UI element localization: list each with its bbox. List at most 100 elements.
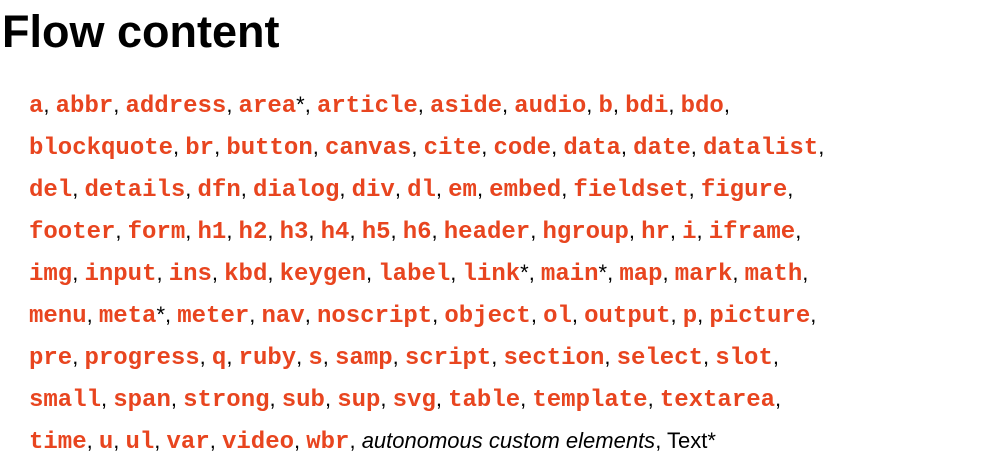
element-link-progress[interactable]: progress [84, 345, 200, 372]
element-link-script[interactable]: script [404, 345, 492, 372]
element-link-h4[interactable]: h4 [320, 219, 350, 246]
element-link-link[interactable]: link [462, 261, 521, 288]
element-link-date[interactable]: date [633, 135, 691, 162]
element-link-noscript[interactable]: noscript [316, 303, 433, 330]
element-link-abbr[interactable]: abbr [55, 93, 114, 120]
comma-separator: , [690, 134, 703, 159]
element-link-b[interactable]: b [598, 93, 613, 120]
element-link-section[interactable]: section [503, 345, 605, 372]
element-link-dialog[interactable]: dialog [252, 177, 340, 204]
element-link-kbd[interactable]: kbd [224, 261, 268, 288]
element-link-meter[interactable]: meter [177, 303, 250, 330]
element-link-hr[interactable]: hr [641, 219, 670, 246]
comma-separator: , [308, 218, 321, 243]
element-link-meta[interactable]: meta [98, 303, 157, 330]
element-link-datalist[interactable]: datalist [703, 135, 819, 162]
element-link-data[interactable]: data [563, 135, 621, 162]
element-link-strong[interactable]: strong [183, 387, 270, 414]
element-link-object[interactable]: object [444, 303, 531, 330]
element-link-fieldset[interactable]: fieldset [573, 177, 689, 204]
comma-separator: , [113, 428, 126, 453]
element-link-keygen[interactable]: keygen [279, 261, 367, 288]
element-link-select[interactable]: select [616, 345, 704, 372]
element-link-menu[interactable]: menu [29, 303, 87, 330]
element-link-slot[interactable]: slot [715, 345, 773, 372]
element-link-hgroup[interactable]: hgroup [542, 219, 629, 246]
element-link-nav[interactable]: nav [261, 303, 305, 330]
element-link-svg[interactable]: svg [392, 387, 436, 414]
element-link-em[interactable]: em [448, 177, 477, 204]
element-link-button[interactable]: button [226, 135, 313, 162]
element-link-header[interactable]: header [443, 219, 531, 246]
element-link-br[interactable]: br [185, 135, 215, 162]
element-link-ol[interactable]: ol [543, 303, 572, 330]
element-link-img[interactable]: img [29, 261, 73, 288]
element-link-q[interactable]: q [211, 345, 227, 372]
element-link-form[interactable]: form [127, 219, 186, 246]
comma-separator: , [551, 134, 564, 159]
autonomous-custom-elements-link[interactable]: autonomous custom elements [361, 428, 656, 453]
element-link-dl[interactable]: dl [407, 177, 436, 204]
element-link-dfn[interactable]: dfn [197, 177, 241, 204]
element-link-map[interactable]: map [619, 261, 663, 288]
comma-separator: , [655, 428, 668, 453]
element-link-p[interactable]: p [682, 303, 698, 330]
element-link-a[interactable]: a [29, 93, 44, 120]
element-link-audio[interactable]: audio [514, 93, 587, 120]
element-link-h5[interactable]: h5 [361, 219, 391, 246]
element-link-span[interactable]: span [113, 387, 171, 414]
element-link-iframe[interactable]: iframe [708, 219, 796, 246]
element-link-figure[interactable]: figure [700, 177, 788, 204]
element-link-s[interactable]: s [308, 345, 323, 372]
element-link-ruby[interactable]: ruby [238, 345, 297, 372]
element-link-mark[interactable]: mark [674, 261, 733, 288]
element-link-div[interactable]: div [351, 177, 395, 204]
element-link-ins[interactable]: ins [168, 261, 212, 288]
element-link-table[interactable]: table [448, 387, 521, 414]
element-link-address[interactable]: address [125, 93, 227, 120]
element-link-h6[interactable]: h6 [402, 219, 432, 246]
element-link-picture[interactable]: picture [709, 303, 811, 330]
element-link-sub[interactable]: sub [281, 387, 325, 414]
element-link-cite[interactable]: cite [423, 135, 482, 162]
element-link-aside[interactable]: aside [430, 93, 503, 120]
comma-separator: , [476, 176, 490, 201]
comma-separator: , [185, 176, 198, 201]
element-link-footer[interactable]: footer [29, 219, 116, 246]
element-link-video[interactable]: video [221, 429, 294, 456]
element-link-var[interactable]: var [166, 429, 210, 456]
comma-separator: , [561, 176, 574, 201]
content-line: del, details, dfn, dialog, div, dl, em, … [29, 168, 989, 210]
element-link-bdi[interactable]: bdi [625, 93, 669, 120]
element-link-samp[interactable]: samp [335, 345, 393, 372]
text-link[interactable]: Text [667, 428, 708, 453]
element-link-u[interactable]: u [98, 429, 114, 456]
element-link-del[interactable]: del [29, 177, 73, 204]
comma-separator: , [199, 344, 212, 369]
element-link-article[interactable]: article [316, 93, 418, 120]
element-link-details[interactable]: details [84, 177, 186, 204]
element-link-math[interactable]: math [744, 261, 803, 288]
element-link-wbr[interactable]: wbr [306, 429, 350, 456]
element-link-sup[interactable]: sup [337, 387, 381, 414]
element-link-i[interactable]: i [682, 219, 697, 246]
element-link-code[interactable]: code [493, 135, 552, 162]
element-link-area[interactable]: area [238, 93, 297, 120]
element-link-input[interactable]: input [84, 261, 157, 288]
element-link-h2[interactable]: h2 [238, 219, 268, 246]
element-link-output[interactable]: output [584, 303, 671, 330]
element-link-h1[interactable]: h1 [197, 219, 227, 246]
element-link-canvas[interactable]: canvas [324, 135, 412, 162]
element-link-embed[interactable]: embed [489, 177, 562, 204]
element-link-h3[interactable]: h3 [279, 219, 309, 246]
element-link-bdo[interactable]: bdo [680, 93, 724, 120]
element-link-ul[interactable]: ul [125, 429, 155, 456]
element-link-textarea[interactable]: textarea [659, 387, 776, 414]
element-link-pre[interactable]: pre [29, 345, 73, 372]
element-link-small[interactable]: small [29, 387, 102, 414]
element-link-label[interactable]: label [378, 261, 451, 288]
element-link-blockquote[interactable]: blockquote [29, 135, 174, 162]
element-link-template[interactable]: template [532, 387, 648, 414]
element-link-main[interactable]: main [540, 261, 599, 288]
element-link-time[interactable]: time [29, 429, 87, 456]
